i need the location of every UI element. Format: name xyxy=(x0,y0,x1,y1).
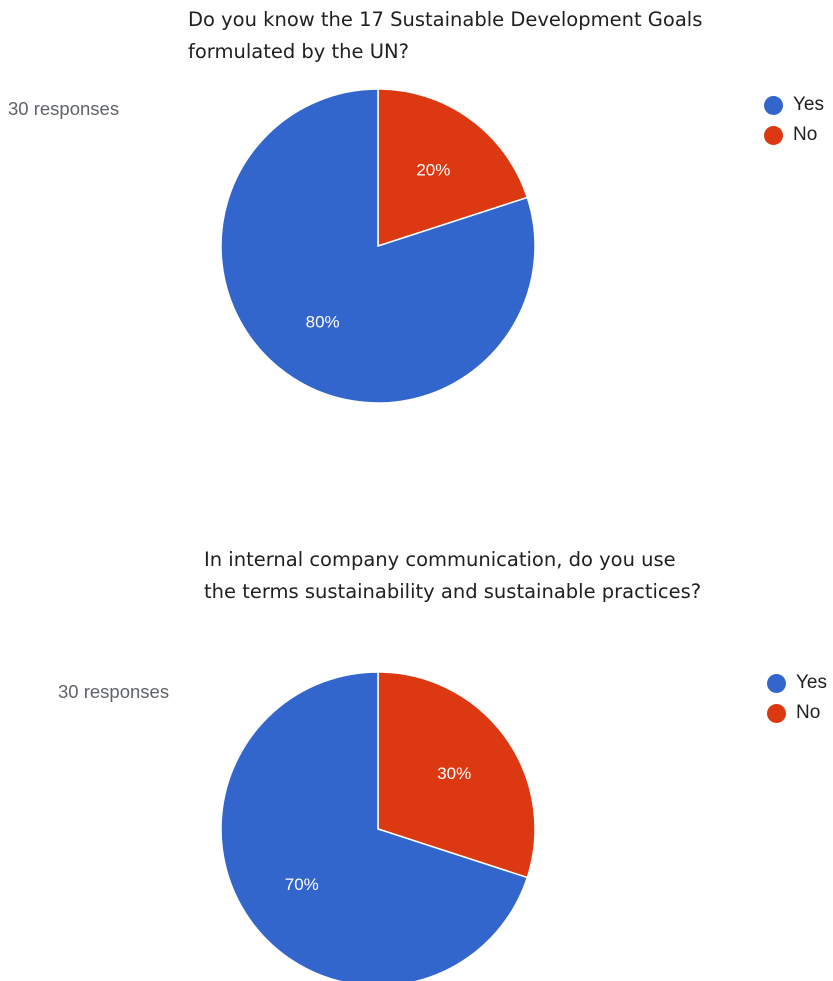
legend-swatch-no xyxy=(767,703,786,723)
legend-swatch-no xyxy=(764,125,783,145)
slice-label-yes: 80% xyxy=(306,313,340,332)
slice-label-no: 30% xyxy=(437,764,471,783)
chart-title: In internal company communication, do yo… xyxy=(204,544,701,608)
legend-label-no: No xyxy=(793,124,818,145)
legend-item-no: No xyxy=(767,698,827,728)
slice-label-no: 20% xyxy=(416,160,450,179)
pie-slice-no xyxy=(377,88,529,248)
chart-title-line-1: Do you know the 17 Sustainable Developme… xyxy=(188,8,703,31)
legend-swatch-yes xyxy=(767,673,786,693)
pie-slice-yes xyxy=(220,671,529,981)
chart-title-line-2: the terms sustainability and sustainable… xyxy=(204,580,702,603)
responses-count: 30 responses xyxy=(8,98,120,119)
responses-count: 30 responses xyxy=(58,681,170,702)
legend-label-yes: Yes xyxy=(796,672,827,693)
slice-label-yes: 70% xyxy=(285,875,319,894)
legend-item-no: No xyxy=(764,120,824,150)
chart-title-line-2: formulated by the UN? xyxy=(188,40,409,63)
legend-item-yes: Yes xyxy=(764,90,824,120)
pie-slice-yes xyxy=(220,88,536,404)
pie-slice-no xyxy=(377,671,536,879)
chart-sustainability-terms: In internal company communication, do yo… xyxy=(0,530,833,981)
legend-label-no: No xyxy=(796,702,821,723)
legend: Yes No xyxy=(764,90,824,150)
pie-chart: 30% 70% xyxy=(220,671,536,981)
legend: Yes No xyxy=(767,668,827,728)
legend-swatch-yes xyxy=(764,95,783,115)
legend-item-yes: Yes xyxy=(767,668,827,698)
chart-title-line-1: In internal company communication, do yo… xyxy=(204,548,676,571)
chart-title: Do you know the 17 Sustainable Developme… xyxy=(188,4,702,68)
pie-chart: 20% 80% xyxy=(220,88,536,404)
chart-sdg-awareness: Do you know the 17 Sustainable Developme… xyxy=(0,0,833,470)
legend-label-yes: Yes xyxy=(793,94,824,115)
